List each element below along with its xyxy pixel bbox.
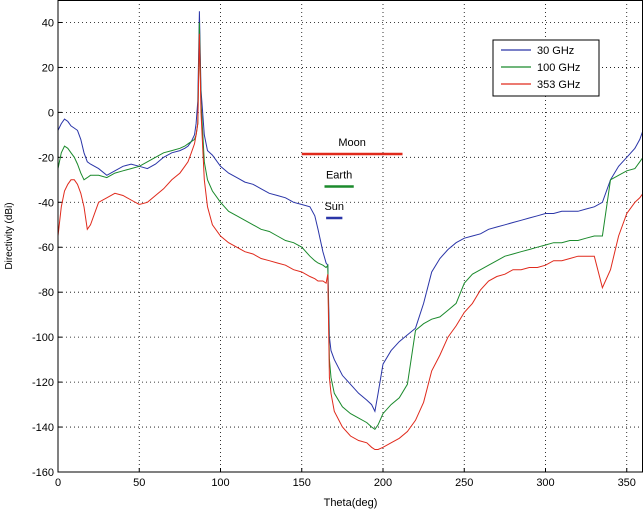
x-axis-label: Theta(deg) xyxy=(324,497,378,509)
y-axis-label: Directivity (dBi) xyxy=(4,202,15,269)
y-tick-label: -160 xyxy=(32,467,54,479)
x-tick-label: 100 xyxy=(211,477,229,489)
series-line-3 xyxy=(58,33,643,450)
annotation-label-1: Moon xyxy=(338,137,366,149)
series-group xyxy=(58,11,643,450)
series-line-1 xyxy=(58,11,643,413)
plot-frame xyxy=(57,0,643,473)
y-tick-label: 0 xyxy=(48,107,54,119)
x-tick-label: 200 xyxy=(374,477,392,489)
y-tick-label: -60 xyxy=(38,242,54,254)
y-tick-label: -100 xyxy=(32,332,54,344)
y-tick-label: -20 xyxy=(38,152,54,164)
y-tick-label: -80 xyxy=(38,287,54,299)
legend-label-2: 100 GHz xyxy=(537,62,580,74)
y-tick-label: 40 xyxy=(42,17,54,29)
annotation-label-3: Sun xyxy=(324,201,344,213)
x-tick-label: 250 xyxy=(455,477,473,489)
y-tick-label: -120 xyxy=(32,377,54,389)
legend-label-1: 30 GHz xyxy=(537,45,574,57)
x-tick-label: 350 xyxy=(618,477,636,489)
legend: 30 GHz 100 GHz 353 GHz xyxy=(492,39,600,97)
x-tick-label: 0 xyxy=(55,477,61,489)
y-tick-label: 20 xyxy=(42,62,54,74)
annotation-group: Moon Earth Sun xyxy=(301,137,403,220)
legend-label-3: 353 GHz xyxy=(537,79,580,91)
annotation-label-2: Earth xyxy=(326,170,352,182)
x-tick-label: 300 xyxy=(536,477,554,489)
series-line-2 xyxy=(58,22,643,430)
x-tick-label: 50 xyxy=(133,477,145,489)
y-tick-label: -40 xyxy=(38,197,54,209)
x-tick-label: 150 xyxy=(293,477,311,489)
y-tick-label: -140 xyxy=(32,422,54,434)
tick-labels: 0 50 100 150 200 250 300 35040200-20-40-60-80-1… xyxy=(32,17,636,489)
legend-box xyxy=(492,39,600,97)
